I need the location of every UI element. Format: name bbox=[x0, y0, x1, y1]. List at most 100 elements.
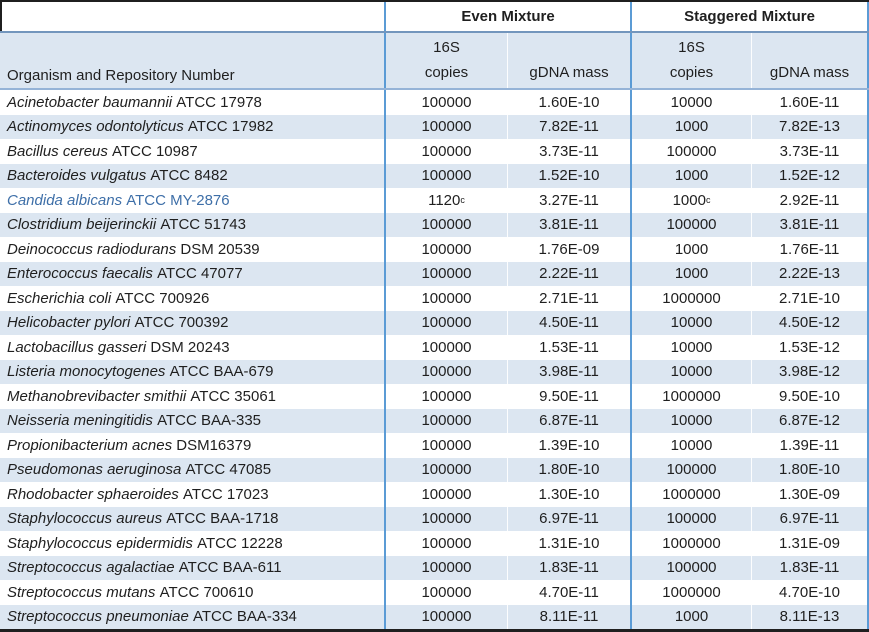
staggered-gdna-mass-cell: 3.98E-12 bbox=[752, 359, 869, 384]
table-row: Staphylococcus epidermidis ATCC 12228 100… bbox=[0, 531, 869, 556]
even-gdna-mass-cell: 3.98E-11 bbox=[539, 363, 599, 381]
organism-cell: Bacteroides vulgatus ATCC 8482 bbox=[7, 167, 228, 185]
table-row: Clostridium beijerinckii ATCC 51743 10000… bbox=[0, 212, 869, 237]
staggered-16s-copies-cell: 1000000 bbox=[630, 384, 752, 409]
organism-name: Streptococcus agalactiae bbox=[7, 559, 175, 577]
even-gdna-mass-cell: 1.30E-10 bbox=[538, 485, 600, 503]
organism-cell: Escherichia coli ATCC 700926 bbox=[7, 289, 210, 307]
staggered-16s-copies-cell: 100000 bbox=[630, 506, 752, 531]
even-16s-copies-cell: 100000 bbox=[384, 531, 508, 556]
table-row: Methanobrevibacter smithii ATCC 35061 100… bbox=[0, 384, 869, 409]
staggered-gdna-mass-cell: 9.50E-10 bbox=[752, 384, 869, 409]
staggered-16s-copies-cell: 10000 bbox=[630, 90, 752, 115]
table-row: Bacillus cereus ATCC 10987 100000 3.73E-11… bbox=[0, 139, 869, 164]
even-gdna-mass-cell: 1.83E-11 bbox=[539, 559, 599, 577]
organism-cell: Enterococcus faecalis ATCC 47077 bbox=[7, 265, 243, 283]
staggered-gdna-mass-cell: 2.22E-13 bbox=[752, 261, 869, 286]
organism-cell: Listeria monocytogenes ATCC BAA-679 bbox=[7, 363, 274, 381]
column-header-organism: Organism and Repository Number bbox=[7, 67, 235, 84]
table-body: Acinetobacter baumannii ATCC 17978 100000… bbox=[0, 90, 869, 629]
even-gdna-mass-cell: 7.82E-11 bbox=[539, 118, 599, 136]
organism-name: Neisseria meningitidis bbox=[7, 412, 153, 430]
even-16s-copies-cell: 100000 bbox=[384, 212, 508, 237]
organism-cell: Helicobacter pylori ATCC 700392 bbox=[7, 314, 229, 332]
header-copies-line: copies bbox=[669, 64, 714, 81]
even-gdna-mass-cell: 2.22E-11 bbox=[539, 265, 599, 283]
even-16s-copies-cell: 100000 bbox=[384, 457, 508, 482]
organism-name: Lactobacillus gasseri bbox=[7, 338, 147, 356]
staggered-gdna-mass-cell: 3.73E-11 bbox=[752, 139, 869, 164]
staggered-16s-copies-cell: 100000 bbox=[630, 457, 752, 482]
column-header-row: Organism and Repository Number 16S copie… bbox=[0, 33, 869, 90]
column-header-staggered-16s-copies: 16S copies bbox=[630, 33, 752, 88]
organism-cell: Staphylococcus aureus ATCC BAA-1718 bbox=[7, 510, 279, 528]
header-gdna-mass-label: gDNA mass bbox=[529, 64, 609, 81]
staggered-gdna-mass-cell: 1.31E-09 bbox=[752, 531, 869, 556]
table-row: Deinococcus radiodurans DSM 20539 100000 1… bbox=[0, 237, 869, 262]
organism-cell: Staphylococcus epidermidis ATCC 12228 bbox=[7, 534, 283, 552]
table-row: Staphylococcus aureus ATCC BAA-1718 10000… bbox=[0, 506, 869, 531]
organism-name: Listeria monocytogenes bbox=[7, 363, 166, 381]
staggered-gdna-mass-cell: 1.83E-11 bbox=[752, 555, 869, 580]
staggered-gdna-mass-cell: 2.92E-11 bbox=[752, 188, 869, 213]
organism-name: Actinomyces odontolyticus bbox=[7, 118, 184, 136]
staggered-gdna-mass-cell: 6.87E-12 bbox=[752, 408, 869, 433]
organism-name: Bacteroides vulgatus bbox=[7, 167, 147, 185]
even-16s-copies-cell: 100000 bbox=[384, 408, 508, 433]
staggered-gdna-mass-cell: 4.50E-12 bbox=[752, 310, 869, 335]
even-gdna-mass-cell: 1.76E-09 bbox=[538, 240, 600, 258]
group-header-staggered-mixture: Staggered Mixture bbox=[630, 2, 869, 31]
organism-name: Acinetobacter baumannii bbox=[7, 93, 173, 111]
table-row: Pseudomonas aeruginosa ATCC 47085 100000 1… bbox=[0, 457, 869, 482]
organism-cell: Pseudomonas aeruginosa ATCC 47085 bbox=[7, 461, 272, 479]
even-gdna-mass-cell: 6.97E-11 bbox=[539, 510, 599, 528]
even-gdna-mass-cell: 1.53E-11 bbox=[539, 338, 599, 356]
staggered-16s-copies-cell: 10000 bbox=[630, 433, 752, 458]
organism-cell: Lactobacillus gasseri DSM 20243 bbox=[7, 338, 230, 356]
organism-cell: Acinetobacter baumannii ATCC 17978 bbox=[7, 93, 262, 111]
even-16s-copies-cell: 100000 bbox=[384, 580, 508, 605]
table-row: Acinetobacter baumannii ATCC 17978 100000… bbox=[0, 90, 869, 115]
even-16s-copies-cell: 100000 bbox=[384, 604, 508, 629]
organism-name: Helicobacter pylori bbox=[7, 314, 131, 332]
table-row: Rhodobacter sphaeroides ATCC 17023 100000… bbox=[0, 482, 869, 507]
column-header-even-16s-copies: 16S copies bbox=[384, 33, 508, 88]
even-16s-copies-cell: 100000 bbox=[384, 237, 508, 262]
even-16s-copies-cell: 100000 bbox=[384, 114, 508, 139]
table-row: Escherichia coli ATCC 700926 100000 2.71E-… bbox=[0, 286, 869, 311]
organism-name: Escherichia coli bbox=[7, 289, 112, 307]
staggered-gdna-mass-cell: 2.71E-10 bbox=[752, 286, 869, 311]
even-16s-copies-cell: 100000 bbox=[384, 384, 508, 409]
group-header-even-mixture: Even Mixture bbox=[384, 2, 630, 31]
table-row: Neisseria meningitidis ATCC BAA-335 10000… bbox=[0, 408, 869, 433]
even-16s-copies-cell: 100000 bbox=[384, 335, 508, 360]
staggered-16s-copies-cell: 1000 bbox=[630, 163, 752, 188]
column-header-even-gdna-mass: gDNA mass bbox=[508, 33, 630, 88]
staggered-16s-copies-cell: 1000 bbox=[630, 237, 752, 262]
even-16s-copies-cell: 100000 bbox=[384, 163, 508, 188]
even-16s-copies-cell: 100000 bbox=[384, 310, 508, 335]
organism-name: Methanobrevibacter smithii bbox=[7, 387, 187, 405]
even-16s-copies-cell: 1120 c bbox=[384, 188, 508, 213]
staggered-16s-copies-cell: 1000000 bbox=[630, 580, 752, 605]
staggered-16s-copies-cell: 100000 bbox=[630, 212, 752, 237]
table-row: Streptococcus agalactiae ATCC BAA-611 100… bbox=[0, 555, 869, 580]
organism-name: Bacillus cereus bbox=[7, 142, 108, 160]
organism-cell: Clostridium beijerinckii ATCC 51743 bbox=[7, 216, 246, 234]
even-gdna-mass-cell: 1.52E-10 bbox=[538, 167, 600, 185]
staggered-gdna-mass-cell: 1.53E-12 bbox=[752, 335, 869, 360]
staggered-16s-copies-cell: 1000000 bbox=[630, 286, 752, 311]
staggered-16s-copies-cell: 1000 bbox=[630, 604, 752, 629]
table-row: Helicobacter pylori ATCC 700392 100000 4.5… bbox=[0, 310, 869, 335]
header-16s-line: 16S bbox=[678, 39, 705, 56]
staggered-gdna-mass-cell: 4.70E-10 bbox=[752, 580, 869, 605]
column-header-staggered-gdna-mass: gDNA mass bbox=[752, 33, 869, 88]
organism-name: Pseudomonas aeruginosa bbox=[7, 461, 182, 479]
staggered-gdna-mass-cell: 1.30E-09 bbox=[752, 482, 869, 507]
staggered-gdna-mass-cell: 7.82E-13 bbox=[752, 114, 869, 139]
even-16s-copies-cell: 100000 bbox=[384, 555, 508, 580]
even-gdna-mass-cell: 8.11E-11 bbox=[539, 608, 599, 626]
even-gdna-mass-cell: 3.73E-11 bbox=[539, 142, 599, 160]
staggered-gdna-mass-cell: 8.11E-13 bbox=[752, 604, 869, 629]
staggered-16s-copies-cell: 1000 c bbox=[630, 188, 752, 213]
